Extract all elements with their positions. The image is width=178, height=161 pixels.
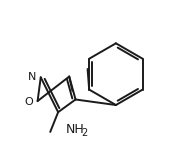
Text: N: N [28,71,36,81]
Text: O: O [25,97,33,107]
Text: NH: NH [66,123,85,136]
Text: 2: 2 [81,128,87,138]
